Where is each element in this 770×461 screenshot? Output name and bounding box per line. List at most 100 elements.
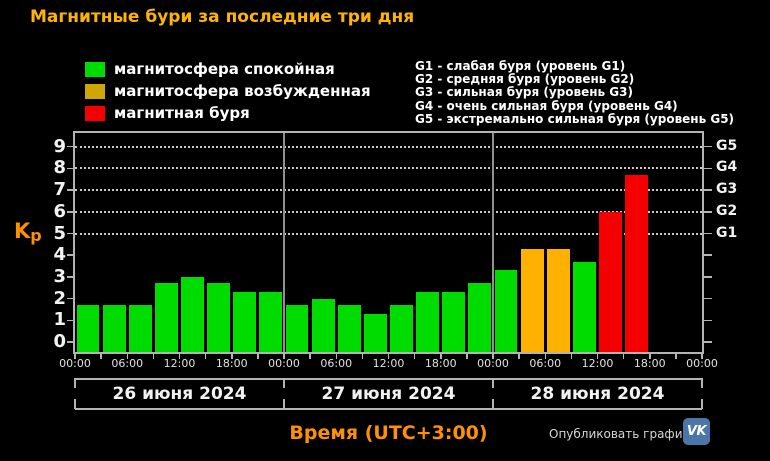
x-tick bbox=[361, 354, 364, 359]
y-tick-right bbox=[704, 341, 712, 343]
y-tick-right bbox=[704, 297, 712, 300]
gridline-kp6 bbox=[75, 210, 702, 213]
bar-day3-slot1 bbox=[494, 270, 518, 352]
x-axis-title: Время (UTC+3:00) bbox=[289, 422, 488, 444]
x-tick bbox=[387, 354, 390, 359]
legend-swatch-icon bbox=[85, 83, 105, 99]
legend-swatch-icon bbox=[85, 61, 105, 77]
x-tick bbox=[335, 354, 337, 359]
storm-scale-line: G1 - слабая буря (уровень G1) bbox=[415, 59, 626, 73]
day-divider bbox=[283, 133, 285, 352]
y-tick-right bbox=[704, 167, 712, 170]
y-tick-right bbox=[704, 189, 712, 191]
bar-day3-slot2 bbox=[520, 248, 544, 352]
x-tick bbox=[596, 354, 599, 359]
legend-item-label: магнитосфера спокойная bbox=[114, 60, 335, 78]
y-tick-right bbox=[704, 145, 712, 148]
y-tick-label-2: 2 bbox=[53, 287, 66, 309]
y-tick-left bbox=[67, 211, 75, 213]
right-axis-label-g2: G2 bbox=[716, 202, 738, 219]
date-band-tick bbox=[701, 399, 703, 409]
x-time-label: 06:00 bbox=[111, 357, 144, 370]
bar-day3-slot3 bbox=[546, 248, 570, 352]
x-tick bbox=[518, 354, 520, 359]
y-tick-label-8: 8 bbox=[53, 157, 66, 179]
date-label: 26 июня 2024 bbox=[112, 384, 247, 404]
vk-share-button[interactable]: VK bbox=[683, 418, 710, 445]
y-tick-label-5: 5 bbox=[53, 222, 66, 244]
x-tick bbox=[257, 354, 259, 359]
bar-day1-slot4 bbox=[154, 283, 178, 352]
date-band-tick bbox=[492, 399, 494, 409]
x-tick bbox=[492, 354, 494, 359]
storm-scale-line: G5 - экстремально сильная буря (уровень … bbox=[415, 111, 735, 126]
bar-day2-slot4 bbox=[363, 313, 387, 352]
y-tick-left bbox=[67, 341, 75, 343]
y-tick-right bbox=[704, 211, 712, 213]
x-time-label: 18:00 bbox=[215, 357, 248, 370]
date-band-line bbox=[75, 378, 702, 380]
bar-day1-slot2 bbox=[102, 305, 126, 352]
bar-day1-slot6 bbox=[207, 283, 231, 352]
bar-day2-slot3 bbox=[337, 305, 361, 352]
storm-scale-line: G4 - очень сильная буря (уровень G4) bbox=[415, 98, 678, 113]
gridline-kp9 bbox=[75, 145, 702, 148]
x-tick bbox=[466, 354, 468, 359]
y-tick-right bbox=[704, 276, 712, 278]
x-time-label: 12:00 bbox=[372, 357, 405, 370]
right-axis-label-g5: G5 bbox=[716, 137, 738, 154]
storm-scale-line: G2 - средняя буря (уровень G2) bbox=[415, 72, 635, 87]
x-tick bbox=[152, 354, 155, 359]
y-tick-right bbox=[704, 232, 712, 235]
date-label: 27 июня 2024 bbox=[321, 384, 456, 404]
plot-area bbox=[73, 131, 704, 354]
y-tick-label-6: 6 bbox=[53, 200, 66, 222]
x-tick bbox=[283, 354, 285, 359]
x-tick bbox=[309, 354, 311, 359]
bar-day1-slot5 bbox=[181, 276, 204, 352]
date-band-line bbox=[75, 408, 702, 410]
x-time-label: 06:00 bbox=[320, 357, 353, 370]
x-time-label: 18:00 bbox=[633, 357, 666, 370]
y-tick-left bbox=[67, 167, 75, 170]
x-tick bbox=[649, 354, 651, 359]
x-tick bbox=[204, 354, 207, 359]
y-tick-left bbox=[67, 297, 75, 300]
right-axis-label-g4: G4 bbox=[716, 159, 738, 176]
date-band-tick bbox=[283, 399, 285, 409]
x-tick bbox=[622, 354, 625, 359]
x-time-label: 00:00 bbox=[268, 357, 300, 370]
date-band-tick bbox=[283, 378, 285, 388]
bar-day1-slot1 bbox=[76, 305, 100, 352]
y-axis-title-sub: p bbox=[30, 226, 42, 245]
bar-day2-slot8 bbox=[468, 283, 492, 352]
y-tick-left bbox=[67, 319, 75, 322]
x-time-label: 00:00 bbox=[686, 357, 718, 370]
x-tick bbox=[701, 354, 703, 359]
x-time-label: 06:00 bbox=[529, 357, 562, 370]
x-time-label: 18:00 bbox=[424, 357, 457, 370]
bar-day2-slot6 bbox=[416, 292, 440, 352]
date-band-tick bbox=[74, 399, 76, 409]
y-tick-label-3: 3 bbox=[53, 265, 66, 287]
x-time-label: 12:00 bbox=[163, 357, 196, 370]
legend-item: магнитосфера спокойная bbox=[85, 60, 371, 78]
y-tick-left bbox=[67, 254, 75, 256]
y-tick-right bbox=[704, 319, 712, 322]
bar-day2-slot5 bbox=[390, 305, 413, 352]
bar-day2-slot1 bbox=[285, 305, 309, 352]
page-title: Магнитные бури за последние три дня bbox=[30, 7, 415, 27]
right-axis-label-g3: G3 bbox=[716, 181, 738, 198]
publish-chart-label: Опубликовать график: bbox=[549, 427, 694, 441]
bar-day3-slot4 bbox=[572, 261, 596, 352]
gridline-kp8 bbox=[75, 167, 702, 170]
legend-item: магнитосфера возбужденная bbox=[85, 82, 371, 100]
x-time-label: 00:00 bbox=[59, 357, 91, 370]
storm-scale-line: G3 - сильная буря (уровень G3) bbox=[415, 85, 633, 100]
day-divider bbox=[492, 133, 494, 352]
legend-item-label: магнитная буря bbox=[114, 104, 250, 122]
x-tick bbox=[100, 354, 102, 359]
y-axis-title-main: K bbox=[14, 219, 31, 243]
y-tick-right bbox=[704, 254, 712, 256]
